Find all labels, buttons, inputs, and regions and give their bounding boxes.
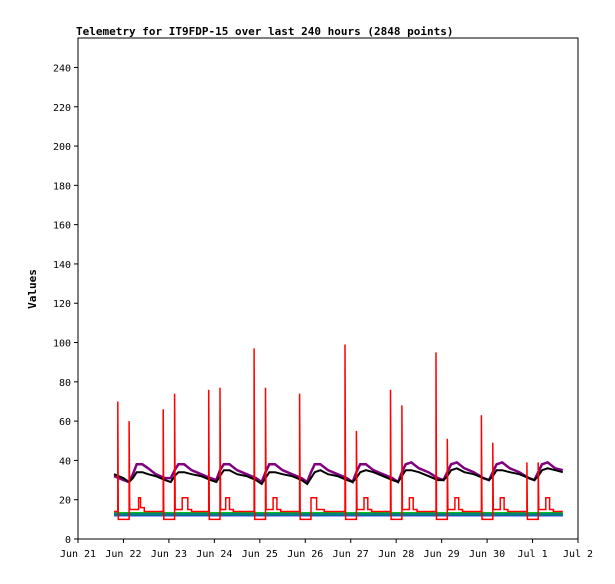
series-layer <box>113 344 564 521</box>
y-tick-label: 60 <box>59 417 71 428</box>
y-tick-label: 160 <box>53 221 71 232</box>
y-tick-label: 100 <box>53 339 71 350</box>
y-tick-label: 0 <box>65 535 71 546</box>
y-tick-label: 20 <box>59 496 71 507</box>
plot-frame <box>77 37 579 540</box>
y-tick-label: 140 <box>53 260 71 271</box>
x-tick-label: Jun 23 <box>151 549 187 560</box>
chart-title: Telemetry for IT9FDP-15 over last 240 ho… <box>76 25 454 38</box>
y-tick-label: 240 <box>53 63 71 74</box>
y-axis-label: Values <box>26 269 39 309</box>
x-tick-label: Jul 2 <box>563 549 593 560</box>
x-tick-label: Jun 25 <box>242 549 278 560</box>
y-tick-label: 180 <box>53 181 71 192</box>
series-line-6 <box>114 344 563 521</box>
x-tick-label: Jun 22 <box>105 549 141 560</box>
x-tick-label: Jun 29 <box>424 549 460 560</box>
y-tick-label: 120 <box>53 299 71 310</box>
x-tick-label: Jun 24 <box>196 549 232 560</box>
y-tick-label: 200 <box>53 142 71 153</box>
y-tick-label: 40 <box>59 456 71 467</box>
y-tick-label: 80 <box>59 378 71 389</box>
x-tick-label: Jun 30 <box>469 549 505 560</box>
x-tick-label: Jul 1 <box>517 549 547 560</box>
x-tick-label: Jun 27 <box>333 549 369 560</box>
series-line-5 <box>113 467 564 486</box>
x-tick-label: Jun 28 <box>378 549 414 560</box>
x-axis-ticks: Jun 21 Jun 22 Jun 23 Jun 24 Jun 25 Jun 26 Jun … <box>60 539 593 560</box>
y-tick-label: 220 <box>53 103 71 114</box>
y-axis-ticks: 0 20 40 60 80 100 120 140 160 180 200 220 240 <box>53 63 78 546</box>
x-tick-label: Jun 21 <box>60 549 96 560</box>
x-tick-label: Jun 26 <box>287 549 323 560</box>
